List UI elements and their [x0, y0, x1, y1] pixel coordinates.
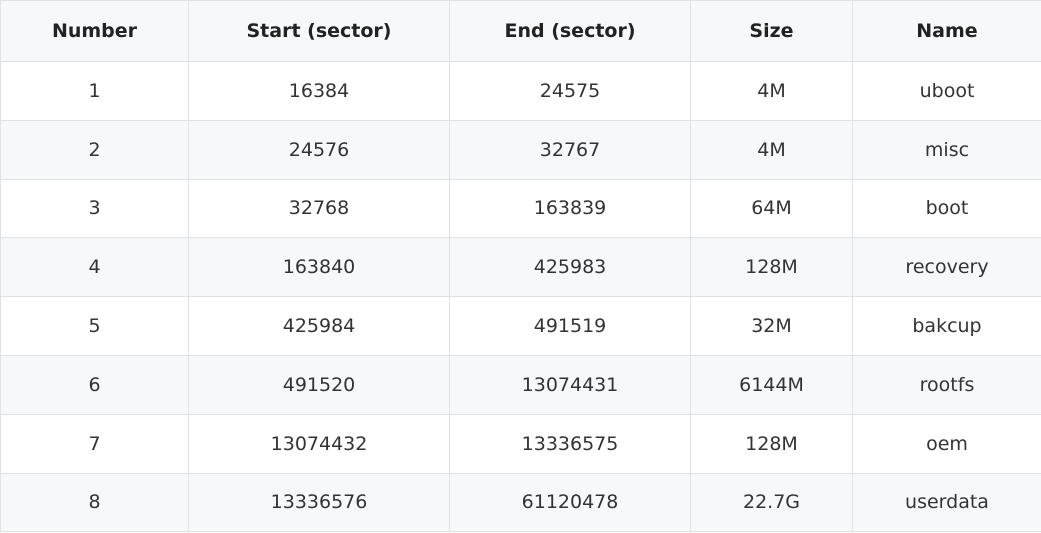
table-cell: 8 — [0, 472, 189, 533]
table-cell: 61120478 — [449, 472, 691, 533]
table-cell: 4M — [690, 61, 853, 121]
table-cell: 6144M — [690, 354, 853, 415]
table-cell: 128M — [690, 413, 853, 474]
header-cell: End (sector) — [449, 0, 691, 62]
table-cell: 3 — [0, 178, 189, 239]
table-cell: 32768 — [188, 178, 450, 239]
table-cell: 16384 — [188, 61, 450, 121]
table-cell: 425983 — [449, 237, 691, 298]
table-cell: 24576 — [188, 119, 450, 180]
table-header: Number Start (sector) End (sector) Size Name — [0, 0, 1041, 62]
table-cell: 64M — [690, 178, 853, 239]
table-cell: 13074432 — [188, 413, 450, 474]
table-row: 6 491520 13074431 6144M rootfs — [0, 354, 1041, 415]
table-cell: recovery — [852, 237, 1041, 298]
table-row: 5 425984 491519 32M bakcup — [0, 296, 1041, 356]
table-cell: 32767 — [449, 119, 691, 180]
table-cell: oem — [852, 413, 1041, 474]
table-cell: 491519 — [449, 296, 691, 356]
table-cell: 13336575 — [449, 413, 691, 474]
table-row: 8 13336576 61120478 22.7G userdata — [0, 472, 1041, 533]
table-cell: 13074431 — [449, 354, 691, 415]
table-cell: 163840 — [188, 237, 450, 298]
table-cell: 4 — [0, 237, 189, 298]
table-cell: 491520 — [188, 354, 450, 415]
table-body: 1 16384 24575 4M uboot 2 24576 32767 4M misc 3 3276… — [0, 61, 1041, 533]
table-row: 7 13074432 13336575 128M oem — [0, 413, 1041, 474]
table-cell: 22.7G — [690, 472, 853, 533]
table-row: 4 163840 425983 128M recovery — [0, 237, 1041, 298]
header-cell: Start (sector) — [188, 0, 450, 62]
header-cell: Number — [0, 0, 189, 62]
header-cell: Size — [690, 0, 853, 62]
table-cell: 1 — [0, 61, 189, 121]
header-cell: Name — [852, 0, 1041, 62]
table-row: 1 16384 24575 4M uboot — [0, 61, 1041, 121]
table-cell: rootfs — [852, 354, 1041, 415]
table-cell: 6 — [0, 354, 189, 415]
table-row: 2 24576 32767 4M misc — [0, 119, 1041, 180]
table-cell: 32M — [690, 296, 853, 356]
table-cell: 425984 — [188, 296, 450, 356]
table-cell: 7 — [0, 413, 189, 474]
table-cell: 163839 — [449, 178, 691, 239]
table-cell: 128M — [690, 237, 853, 298]
table-cell: bakcup — [852, 296, 1041, 356]
table-cell: 24575 — [449, 61, 691, 121]
table-cell: uboot — [852, 61, 1041, 121]
table-cell: 4M — [690, 119, 853, 180]
table-cell: userdata — [852, 472, 1041, 533]
table-row: 3 32768 163839 64M boot — [0, 178, 1041, 239]
table-cell: 13336576 — [188, 472, 450, 533]
header-row: Number Start (sector) End (sector) Size Name — [0, 0, 1041, 62]
table-cell: 2 — [0, 119, 189, 180]
table-cell: 5 — [0, 296, 189, 356]
table-cell: misc — [852, 119, 1041, 180]
table-cell: boot — [852, 178, 1041, 239]
